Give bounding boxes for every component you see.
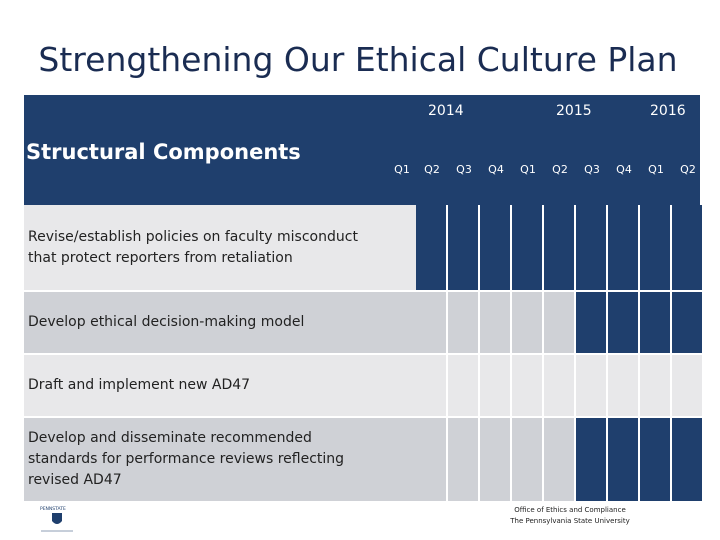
quarter-label: Q4 [488, 163, 504, 176]
timeline-cell-active [640, 292, 672, 355]
timeline-cell [416, 355, 448, 418]
timeline-cell [416, 292, 448, 355]
timeline-cell-active [672, 292, 704, 355]
year-2014: 2014 [428, 103, 464, 119]
timeline-cell [576, 355, 608, 418]
slide-title: Strengthening Our Ethical Culture Plan [38, 40, 678, 79]
timeline-cell-active [608, 292, 640, 355]
timeline-cell [480, 418, 512, 503]
quarter-label: Q2 [680, 163, 696, 176]
timeline-cell [448, 355, 480, 418]
quarter-label: Q3 [456, 163, 472, 176]
structural-components-label: Structural Components [26, 140, 301, 164]
timeline-cell-active [576, 292, 608, 355]
timeline-cell [386, 205, 418, 292]
quarter-label: Q2 [552, 163, 568, 176]
timeline-cell-active [512, 205, 544, 292]
quarter-label: Q3 [584, 163, 600, 176]
timeline-cell-active [576, 418, 608, 503]
table-header [24, 95, 700, 205]
quarter-label: Q1 [394, 163, 410, 176]
timeline-cell [416, 418, 448, 503]
row-label: Revise/establish policies on faculty mis… [24, 205, 386, 290]
timeline-cell-active [608, 418, 640, 503]
timeline-cell [512, 418, 544, 503]
row-label: Draft and implement new AD47 [24, 355, 386, 416]
row-label: Develop and disseminate recommended stan… [24, 418, 386, 501]
timeline-cell-active [576, 205, 608, 292]
footer-note: Office of Ethics and Compliance The Penn… [490, 505, 650, 527]
timeline-cell [480, 292, 512, 355]
timeline-cell [544, 355, 576, 418]
office-text: Office of Ethics and Compliance [514, 506, 626, 514]
svg-text:PENNSTATE: PENNSTATE [40, 506, 66, 512]
university-text: The Pennsylvania State University [510, 517, 630, 525]
timeline-cell-active [640, 418, 672, 503]
timeline-cell [386, 292, 418, 355]
year-2015: 2015 [556, 103, 592, 119]
timeline-cell [448, 418, 480, 503]
timeline-cell [448, 292, 480, 355]
quarter-label: Q2 [424, 163, 440, 176]
timeline-cell-active [672, 205, 704, 292]
timeline-cell [512, 292, 544, 355]
timeline-cell [608, 355, 640, 418]
timeline-cell [386, 418, 418, 503]
timeline-cell [640, 355, 672, 418]
timeline-cell-active [480, 205, 512, 292]
timeline-cell [672, 355, 704, 418]
timeline-cell [480, 355, 512, 418]
timeline-cell [386, 355, 418, 418]
timeline-cell-active [672, 418, 704, 503]
timeline-cell [544, 418, 576, 503]
timeline-cell-active [416, 205, 448, 292]
year-2016: 2016 [650, 103, 686, 119]
timeline-cell-active [544, 205, 576, 292]
quarter-label: Q4 [616, 163, 632, 176]
timeline-cell [544, 292, 576, 355]
timeline-cell-active [608, 205, 640, 292]
timeline-cell-active [640, 205, 672, 292]
timeline-cell-active [448, 205, 480, 292]
quarter-label: Q1 [520, 163, 536, 176]
row-label: Develop ethical decision-making model [24, 292, 386, 353]
timeline-cell [512, 355, 544, 418]
quarter-label: Q1 [648, 163, 664, 176]
penn-state-logo: PENNSTATE [40, 506, 73, 532]
